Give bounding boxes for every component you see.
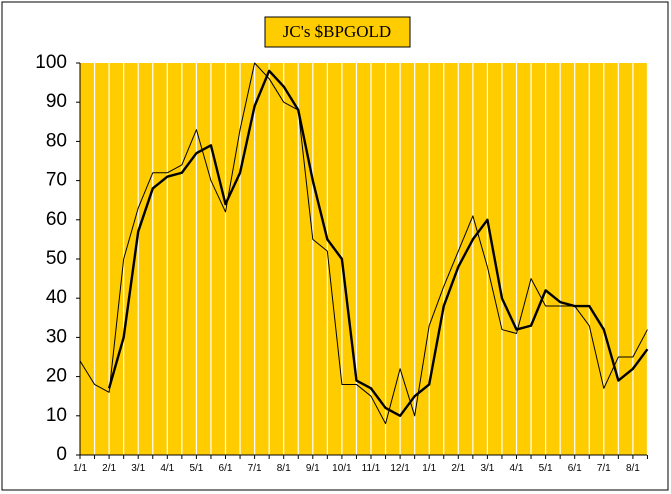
daily-line <box>79 62 648 425</box>
x-tick-label: 8/1 <box>626 463 640 474</box>
y-tick-label: 60 <box>46 209 67 230</box>
x-tick-label: 7/1 <box>597 463 611 474</box>
title-box <box>264 16 411 48</box>
y-tick-label: 100 <box>35 52 67 73</box>
x-tick-label: 3/1 <box>131 463 145 474</box>
y-tick-label: 70 <box>46 170 67 191</box>
x-tick-label: 8/1 <box>277 463 291 474</box>
x-tick-label: 4/1 <box>160 463 174 474</box>
x-tick-label: 2/1 <box>102 463 116 474</box>
x-tick-label: 1/1 <box>422 463 436 474</box>
x-tick-label: 9/1 <box>306 463 320 474</box>
chart-title: JC's $BPGOLD <box>283 22 391 41</box>
x-tick-label: 6/1 <box>219 463 233 474</box>
y-tick-label: 80 <box>46 130 67 151</box>
x-tick-label: 12/1 <box>390 463 410 474</box>
average-line <box>107 69 649 417</box>
y-tick-label: 90 <box>46 91 67 112</box>
x-tick-label: 4/1 <box>510 463 524 474</box>
x-tick-label: 5/1 <box>539 463 553 474</box>
y-tick-label: 0 <box>56 444 67 465</box>
x-tick-label: 6/1 <box>568 463 582 474</box>
x-tick-label: 3/1 <box>480 463 494 474</box>
x-tick-label: 5/1 <box>189 463 203 474</box>
x-tick-label: 7/1 <box>248 463 262 474</box>
y-tick-label: 20 <box>46 366 67 387</box>
y-tick-label: 40 <box>46 287 67 308</box>
x-tick-label: 2/1 <box>451 463 465 474</box>
plot-background <box>80 63 647 455</box>
y-tick-label: 50 <box>46 248 67 269</box>
y-tick-label: 30 <box>46 326 67 347</box>
y-tick-label: 10 <box>46 405 67 426</box>
x-tick-label: 11/1 <box>362 463 381 474</box>
plot-area: 0 10 20 30 40 50 60 70 80 90 100 1/1 2/1 3/1 4/1 5/1 6/1… <box>35 52 649 474</box>
x-tick-label: 10/1 <box>332 463 352 474</box>
x-tick-label: 1/1 <box>73 463 87 474</box>
